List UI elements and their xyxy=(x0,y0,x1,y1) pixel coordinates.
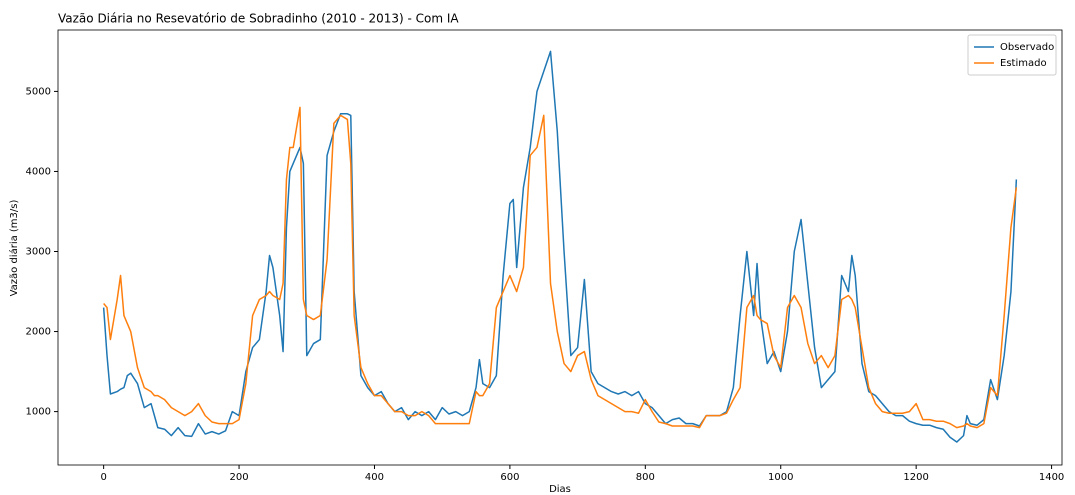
x-tick-label: 0 xyxy=(100,472,106,483)
x-tick-label: 1400 xyxy=(1039,472,1064,483)
legend-box xyxy=(967,34,1057,76)
x-tick-label: 400 xyxy=(365,472,384,483)
series-line xyxy=(102,50,1018,443)
x-tick-label: 800 xyxy=(636,472,655,483)
plot-frame xyxy=(57,29,1063,466)
x-tick-label: 200 xyxy=(230,472,249,483)
x-tick-label: 1200 xyxy=(903,472,928,483)
chart-title: Vazão Diária no Resevatório de Sobradinh… xyxy=(58,12,459,26)
y-tick-label: 1000 xyxy=(26,407,51,418)
series-line xyxy=(103,106,1018,429)
y-tick-label: 2000 xyxy=(26,327,51,338)
y-tick-label: 4000 xyxy=(26,166,51,177)
y-tick-label: 5000 xyxy=(26,86,51,97)
legend: Observado Estimado xyxy=(967,34,1057,76)
y-tick-label: 3000 xyxy=(26,247,51,258)
y-axis-label: Vazão diária (m3/s) xyxy=(8,200,20,297)
x-tick-label: 600 xyxy=(500,472,519,483)
legend-label: Estimado xyxy=(1000,58,1047,69)
legend-label: Observado xyxy=(1000,42,1054,53)
x-tick-label: 1000 xyxy=(768,472,793,483)
x-axis-label: Dias xyxy=(549,484,571,495)
